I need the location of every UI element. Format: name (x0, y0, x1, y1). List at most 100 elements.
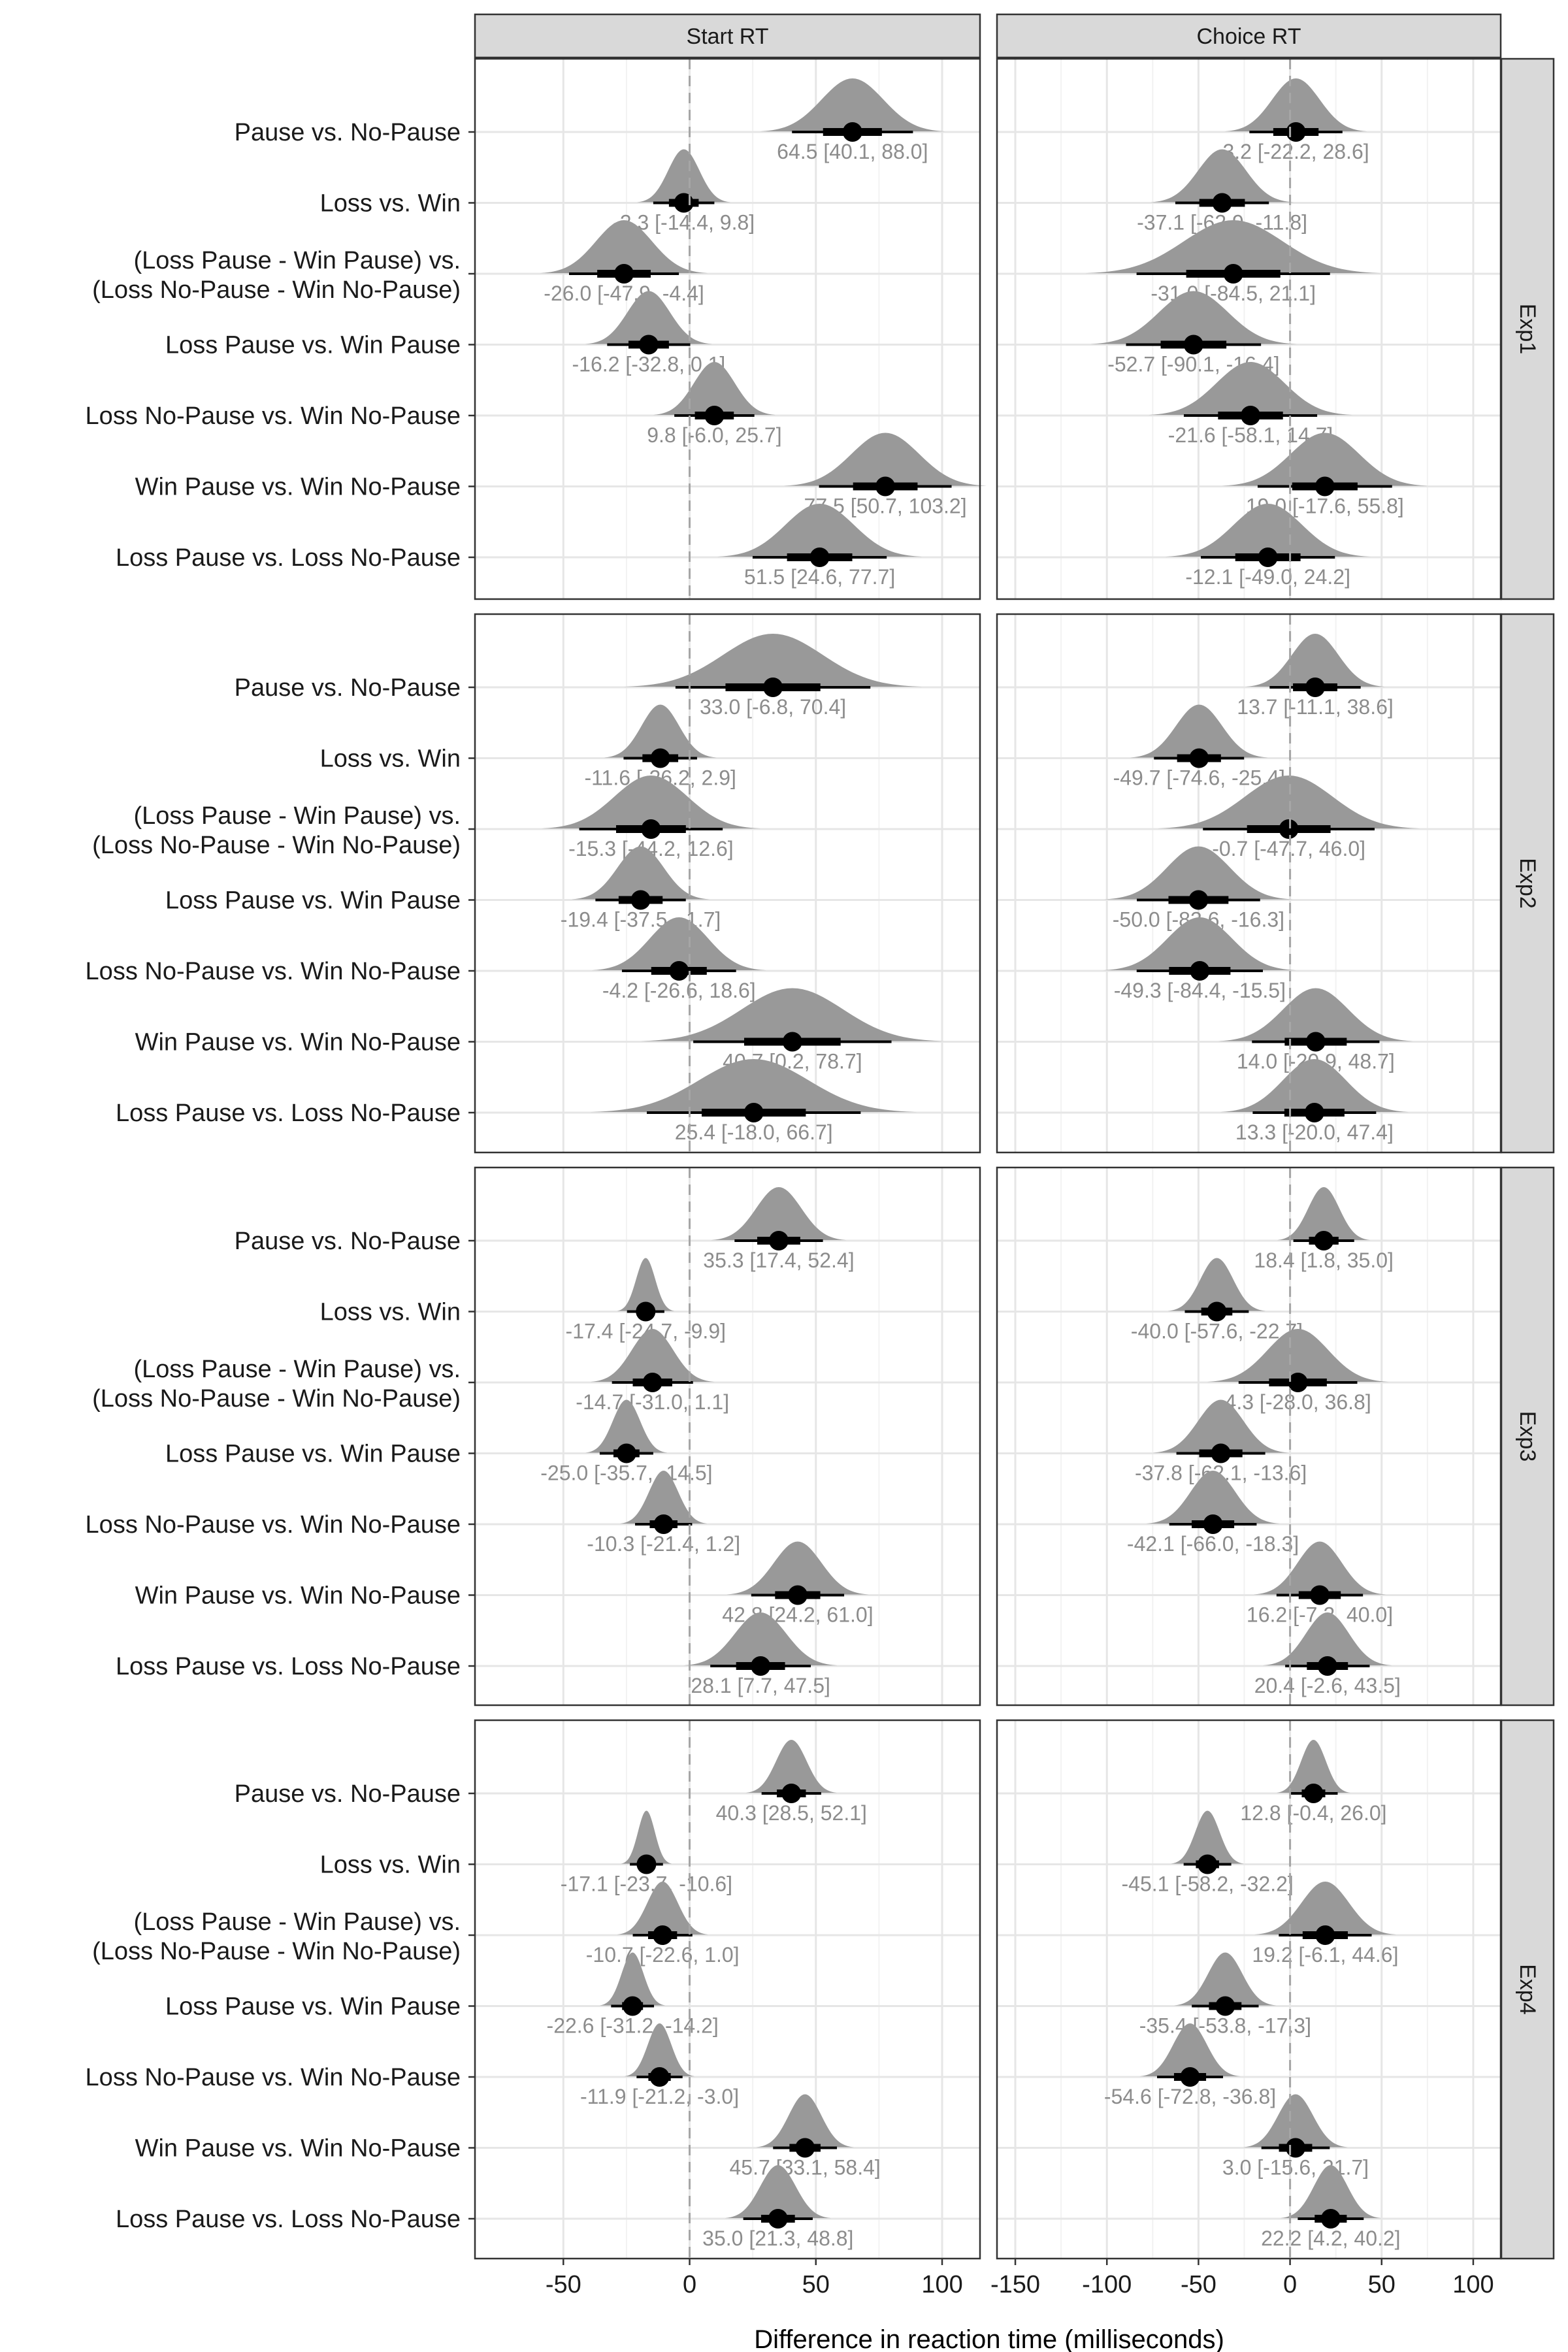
panel-exp3-choice-rt-loss-pause-win-pause-vs-density (1207, 1329, 1389, 1382)
panel-exp3-choice-rt-loss-vs-win-point (1207, 1301, 1227, 1322)
panel-exp1-start-rt-loss-pause-win-pause-vs-point (614, 264, 634, 284)
category-label-loss-pause-win-pause-vs-line-1: (Loss Pause - Win Pause) vs. (133, 802, 461, 830)
panel-exp1-choice-rt-loss-no-pause-vs-win-no-pause-point (1241, 406, 1261, 425)
strip-label-exp4: Exp4 (1515, 1964, 1540, 2015)
x-tick-label-start-rt: 50 (802, 2271, 830, 2298)
panel-exp2-choice-rt-win-pause-vs-win-no-pause-point (1305, 1032, 1326, 1052)
category-label-loss-vs-win: Loss vs. Win (320, 1852, 461, 1879)
panel-exp2-start-rt-loss-vs-win-point (650, 748, 670, 768)
panel-exp3-start-rt-loss-pause-vs-win-pause-density (585, 1399, 668, 1453)
category-label-loss-pause-vs-loss-no-pause: Loss Pause vs. Loss No-Pause (116, 2206, 461, 2233)
panel-exp3-start-rt-loss-pause-vs-loss-no-pause-density (683, 1612, 838, 1666)
category-label-pause-vs-no-pause: Pause vs. No-Pause (235, 119, 461, 146)
panel-exp2-choice-rt-loss-pause-vs-loss-no-pause-value-label: 13.3 [-20.0, 47.4] (1235, 1120, 1394, 1144)
panel-exp2-start-rt-pause-vs-no-pause-point (763, 678, 783, 697)
panel-exp1-choice-rt-win-pause-vs-win-no-pause-point (1315, 476, 1335, 497)
panel-exp2-choice-rt-background (997, 614, 1501, 1152)
panel-exp4-choice-rt-loss-pause-win-pause-vs-density (1254, 1882, 1397, 1935)
panel-exp2-start-rt-loss-no-pause-vs-win-no-pause-density (591, 917, 766, 971)
panel-exp3-choice-rt-loss-pause-vs-win-pause-point (1211, 1443, 1231, 1463)
panel-exp3-choice-rt-loss-pause-vs-loss-no-pause-value-label: 20.4 [-2.6, 43.5] (1254, 1674, 1401, 1697)
x-tick-label-choice-rt: -100 (1082, 2271, 1132, 2298)
x-tick-label-choice-rt: 0 (1283, 2271, 1297, 2298)
panel-exp1-start-rt-border (474, 57, 981, 600)
panel-exp3-choice-rt-pause-vs-no-pause-value-label: 18.4 [1.8, 35.0] (1254, 1249, 1394, 1272)
panel-exp4-choice-rt-loss-pause-vs-win-pause-point (1215, 1996, 1235, 2016)
panel-exp1-choice-rt-win-pause-vs-win-no-pause-density (1222, 433, 1428, 486)
panel-exp3-start-rt-border (474, 1166, 981, 1707)
strip-label-exp3: Exp3 (1515, 1411, 1540, 1462)
panel-exp1-start-rt-background (475, 59, 980, 599)
category-label-pause-vs-no-pause: Pause vs. No-Pause (235, 674, 461, 702)
category-label-loss-pause-win-pause-vs-line-1: (Loss Pause - Win Pause) vs. (133, 1908, 461, 1936)
panel-exp3-choice-rt-win-pause-vs-win-no-pause-point (1310, 1585, 1330, 1605)
panel-exp4-start-rt-loss-pause-vs-win-pause-point (623, 1996, 643, 2016)
panel-exp3-start-rt-loss-no-pause-vs-win-no-pause-value-label: -10.3 [-21.4, 1.2] (587, 1532, 740, 1556)
x-tick-label-start-rt: 100 (921, 2271, 962, 2298)
mark-layer: 64.5 [40.1, 88.0]-2.3 [-14.4, 9.8]-26.0 … (540, 59, 1428, 2259)
panel-exp2-start-rt-loss-pause-vs-loss-no-pause-point (743, 1103, 764, 1122)
panel-exp2-start-rt-win-pause-vs-win-no-pause-density (640, 988, 945, 1041)
panel-exp4-start-rt-win-pause-vs-win-no-pause-point (795, 2138, 815, 2158)
frame-layer: Start RT -50 0 50 100 Choice RT -150 -100 -50 0 50… (86, 13, 1555, 2298)
category-label-loss-vs-win: Loss vs. Win (320, 1299, 461, 1326)
panel-exp4-start-rt-win-pause-vs-win-no-pause-value-label: 45.7 [33.1, 58.4] (730, 2156, 881, 2180)
panel-exp3-start-rt-pause-vs-no-pause-point (768, 1231, 789, 1250)
strip-label-choice-rt: Choice RT (1197, 24, 1301, 49)
panel-exp2-start-rt-loss-pause-win-pause-vs-density (541, 776, 761, 829)
panel-exp4-choice-rt-pause-vs-no-pause-value-label: 12.8 [-0.4, 26.0] (1240, 1801, 1386, 1825)
panel-exp4-start-rt-loss-pause-vs-loss-no-pause-density (725, 2165, 832, 2219)
category-label-loss-no-pause-vs-win-no-pause: Loss No-Pause vs. Win No-Pause (86, 2064, 461, 2091)
panel-exp2-choice-rt-pause-vs-no-pause-point (1305, 678, 1325, 697)
panel-exp2-start-rt-win-pause-vs-win-no-pause-point (782, 1032, 802, 1052)
panel-exp4-start-rt-loss-vs-win-point (636, 1854, 657, 1874)
panel-exp3-start-rt-background (475, 1168, 980, 1705)
panel-exp4-start-rt-loss-pause-vs-win-pause-density (599, 1952, 666, 2006)
panel-exp3-start-rt-loss-pause-win-pause-vs-density (590, 1329, 715, 1382)
x-axis-title: Difference in reaction time (millisecond… (754, 2325, 1224, 2352)
panel-exp3-choice-rt-pause-vs-no-pause-point (1314, 1231, 1334, 1250)
panel-exp4-start-rt-pause-vs-no-pause-value-label: 40.3 [28.5, 52.1] (716, 1801, 867, 1825)
panel-exp2-start-rt-loss-pause-vs-loss-no-pause-value-label: 25.4 [-18.0, 66.7] (675, 1120, 833, 1144)
panel-exp1-choice-rt-loss-vs-win-density (1150, 149, 1294, 203)
category-label-loss-pause-vs-win-pause: Loss Pause vs. Win Pause (165, 1441, 461, 1468)
panel-exp1-start-rt-pause-vs-no-pause-value-label: 64.5 [40.1, 88.0] (777, 140, 928, 163)
strip-exp1 (1500, 57, 1555, 600)
panel-exp1-start-rt-loss-vs-win-density (637, 149, 731, 203)
panel-exp1-choice-rt-loss-pause-win-pause-vs-point (1223, 264, 1243, 284)
panel-exp2-start-rt-pause-vs-no-pause-density (623, 634, 923, 687)
panel-exp3-choice-rt-loss-no-pause-vs-win-no-pause-density (1146, 1471, 1280, 1524)
panel-exp2-choice-rt-loss-pause-vs-win-pause-point (1188, 890, 1209, 910)
panel-exp2-start-rt-border (474, 613, 981, 1154)
panel-exp3-start-rt-loss-pause-vs-win-pause-point (616, 1443, 636, 1463)
panel-exp1-start-rt-loss-pause-vs-loss-no-pause-point (809, 547, 830, 567)
x-tick-label-start-rt: 0 (683, 2271, 696, 2298)
x-tick-label-choice-rt: 100 (1452, 2271, 1494, 2298)
panel-exp1-choice-rt-pause-vs-no-pause-density (1224, 78, 1367, 132)
strip-exp2 (1500, 613, 1555, 1154)
panel-exp4-start-rt-loss-pause-win-pause-vs-value-label: -10.7 [-22.6, 1.0] (586, 1943, 740, 1967)
panel-exp4-choice-rt-loss-no-pause-vs-win-no-pause-density (1139, 2023, 1241, 2077)
x-tick-label-start-rt: -50 (546, 2271, 581, 2298)
panel-exp3-choice-rt-loss-pause-win-pause-vs-value-label: 4.3 [-28.0, 36.8] (1225, 1390, 1371, 1414)
strip-start-rt (474, 13, 981, 59)
panel-exp2-choice-rt-loss-vs-win-point (1189, 748, 1209, 768)
panel-exp1-start-rt-loss-pause-win-pause-vs-density (540, 220, 708, 274)
panel-exp2-choice-rt-loss-vs-win-density (1130, 704, 1268, 758)
panel-exp1-choice-rt-pause-vs-no-pause-point (1286, 122, 1306, 142)
panel-exp4-choice-rt-loss-pause-vs-loss-no-pause-point (1320, 2209, 1341, 2229)
panel-exp2-start-rt-background (475, 614, 980, 1152)
category-label-win-pause-vs-win-no-pause: Win Pause vs. Win No-Pause (135, 2135, 461, 2163)
panel-exp2-choice-rt-loss-pause-vs-loss-no-pause-point (1304, 1103, 1324, 1122)
panel-exp2-choice-rt-pause-vs-no-pause-density (1245, 634, 1385, 687)
category-label-loss-pause-win-pause-vs-line-1: (Loss Pause - Win Pause) vs. (133, 1356, 461, 1383)
panel-exp4-choice-rt-win-pause-vs-win-no-pause-point (1285, 2138, 1305, 2158)
panel-exp2-choice-rt-loss-no-pause-vs-win-no-pause-value-label: -49.3 [-84.4, -15.5] (1114, 979, 1286, 1002)
panel-exp2-start-rt-loss-vs-win-density (604, 704, 717, 758)
category-label-loss-pause-vs-win-pause: Loss Pause vs. Win Pause (165, 332, 461, 359)
x-tick-label-choice-rt: 50 (1368, 2271, 1396, 2298)
category-label-loss-pause-win-pause-vs-line-2: (Loss No-Pause - Win No-Pause) (92, 276, 461, 304)
panel-exp4-choice-rt-loss-vs-win-density (1171, 1810, 1244, 1864)
panel-exp1-start-rt-loss-pause-vs-win-pause-value-label: -16.2 [-32.8, 0.1] (572, 353, 726, 376)
